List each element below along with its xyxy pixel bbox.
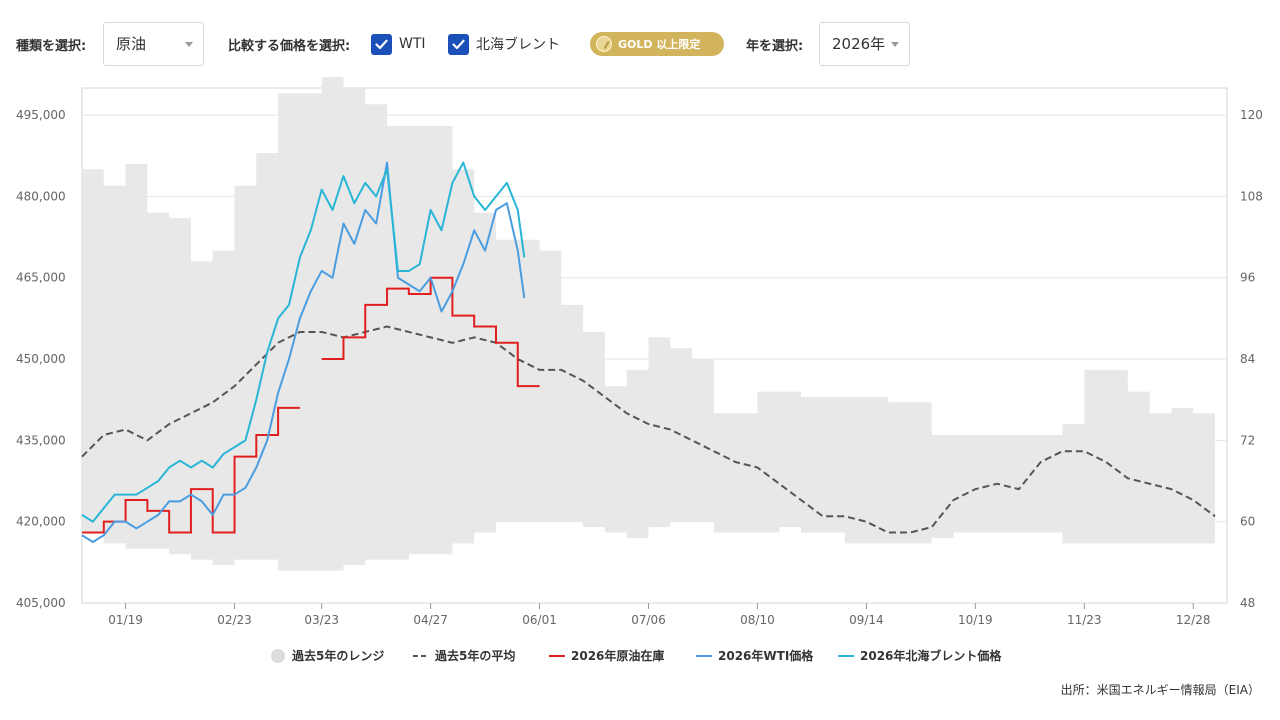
y-left-tick-label: 450,000 [16, 352, 66, 366]
legend-marker [271, 649, 285, 663]
controls-bar: 種類を選択: 原油 比較する価格を選択: WTI 北海ブレント GOLD 以上限… [0, 0, 1280, 88]
y-left-tick-label: 405,000 [16, 596, 66, 610]
y-right-tick-label: 48 [1240, 596, 1255, 610]
brent-price-line [81, 161, 526, 523]
x-tick-label: 01/19 [108, 613, 143, 627]
gold-badge: GOLD 以上限定 [590, 32, 724, 56]
x-tick-label: 09/14 [849, 613, 884, 627]
legend-wti[interactable]: 2026年WTI価格 [696, 648, 814, 663]
wti-checkbox[interactable]: WTI [371, 33, 426, 55]
brent-checkbox-label: 北海ブレント [476, 37, 560, 53]
legend-label: 過去5年の平均 [434, 648, 515, 663]
y-left-tick-label: 465,000 [16, 271, 66, 285]
year-select-value: 2026年 [832, 35, 886, 53]
type-label: 種類を選択: [16, 39, 87, 54]
legend-label: 2026年WTI価格 [718, 648, 814, 663]
type-select-value: 原油 [116, 35, 147, 53]
type-select[interactable]: 原油 [103, 22, 204, 66]
x-tick-label: 04/27 [413, 613, 448, 627]
checkmark-icon [448, 33, 469, 55]
year-label: 年を選択: [746, 39, 804, 54]
avg-line [81, 325, 1216, 534]
legend-label: 過去5年のレンジ [291, 648, 384, 663]
chevron-down-icon [185, 42, 193, 47]
range-band [82, 77, 1215, 571]
gold-badge-label: GOLD 以上限定 [618, 38, 701, 51]
y-right-tick-label: 60 [1240, 515, 1255, 529]
checkmark-icon [371, 33, 392, 55]
x-tick-label: 10/19 [958, 613, 993, 627]
y-right-tick-label: 108 [1240, 189, 1263, 203]
gold-coin-icon [596, 36, 612, 52]
brent-checkbox[interactable]: 北海ブレント [448, 33, 560, 55]
y-right-tick-label: 72 [1240, 433, 1255, 447]
y-right-tick-label: 120 [1240, 108, 1263, 122]
x-tick-label: 02/23 [217, 613, 252, 627]
legend-inventory[interactable]: 2026年原油在庫 [549, 648, 664, 663]
x-tick-label: 12/28 [1176, 613, 1211, 627]
wti-price-line [81, 161, 526, 544]
x-tick-label: 11/23 [1067, 613, 1102, 627]
legend-avg[interactable]: 過去5年の平均 [413, 648, 515, 663]
y-left-tick-label: 495,000 [16, 108, 66, 122]
wti-checkbox-label: WTI [399, 36, 426, 52]
x-tick-label: 08/10 [740, 613, 775, 627]
y-left-tick-label: 435,000 [16, 433, 66, 447]
compare-label: 比較する価格を選択: [228, 39, 351, 54]
x-tick-label: 06/01 [522, 613, 557, 627]
legend-label: 2026年原油在庫 [571, 648, 664, 663]
y-left-tick-label: 480,000 [16, 189, 66, 203]
year-select[interactable]: 2026年 [819, 22, 910, 66]
x-tick-label: 03/23 [304, 613, 339, 627]
legend-range[interactable]: 過去5年のレンジ [271, 648, 384, 663]
y-left-tick-label: 420,000 [16, 515, 66, 529]
x-tick-label: 07/06 [631, 613, 666, 627]
legend-brent[interactable]: 2026年北海ブレント価格 [838, 648, 1002, 663]
source-note: 出所：米国エネルギー情報局（EIA） [1060, 683, 1260, 697]
inventory-line [82, 276, 540, 534]
legend-label: 2026年北海ブレント価格 [860, 648, 1002, 663]
y-right-tick-label: 96 [1240, 271, 1255, 285]
chevron-down-icon [891, 42, 899, 47]
y-right-tick-label: 84 [1240, 352, 1255, 366]
